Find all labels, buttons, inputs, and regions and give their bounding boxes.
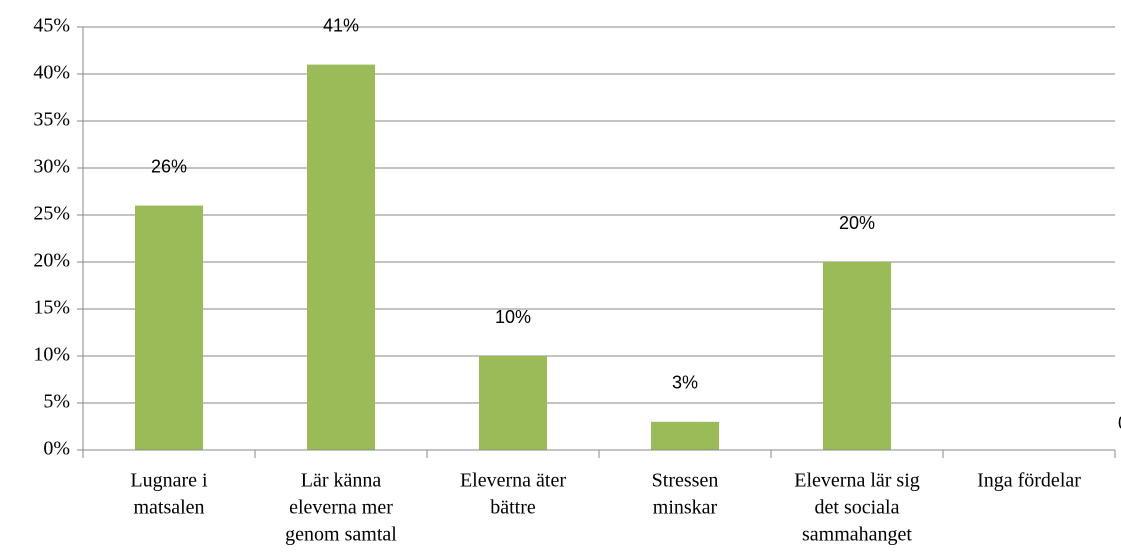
x-tick-label: minskar [653, 497, 718, 519]
x-tick-label: genom samtal [285, 524, 397, 546]
bar [135, 205, 203, 450]
data-label: 26% [151, 156, 187, 176]
bar [823, 262, 891, 450]
x-tick-label: Eleverna äter [460, 470, 566, 492]
data-label: 3% [672, 373, 698, 393]
y-tick-label: 15% [33, 297, 70, 319]
x-tick-label: det sociala [815, 497, 900, 519]
bar [651, 421, 719, 450]
x-tick-label: Stressen [652, 470, 719, 492]
x-tick-label: matsalen [133, 497, 204, 519]
y-tick-label: 0% [43, 438, 70, 460]
x-tick-label: eleverna mer [289, 497, 393, 519]
y-tick-label: 35% [33, 109, 70, 131]
data-label: 10% [495, 307, 531, 327]
data-label: 0% [1118, 413, 1121, 433]
x-tick-label: Lugnare i [130, 470, 208, 492]
data-label: 20% [839, 213, 875, 233]
x-tick-label: bättre [490, 497, 536, 519]
y-tick-label: 45% [33, 15, 70, 37]
y-tick-label: 20% [33, 250, 70, 272]
y-tick-label: 10% [33, 344, 70, 366]
x-tick-label: sammahanget [802, 524, 912, 546]
x-tick-label: Eleverna lär sig [794, 470, 920, 492]
x-tick-label: Lär känna [301, 470, 382, 492]
y-tick-label: 25% [33, 203, 70, 225]
data-label: 41% [323, 15, 359, 35]
bar [479, 356, 547, 450]
bar [307, 64, 375, 450]
y-tick-label: 40% [33, 62, 70, 84]
y-tick-label: 5% [43, 391, 70, 413]
x-tick-label: Inga fördelar [977, 470, 1081, 492]
y-tick-label: 30% [33, 156, 70, 178]
